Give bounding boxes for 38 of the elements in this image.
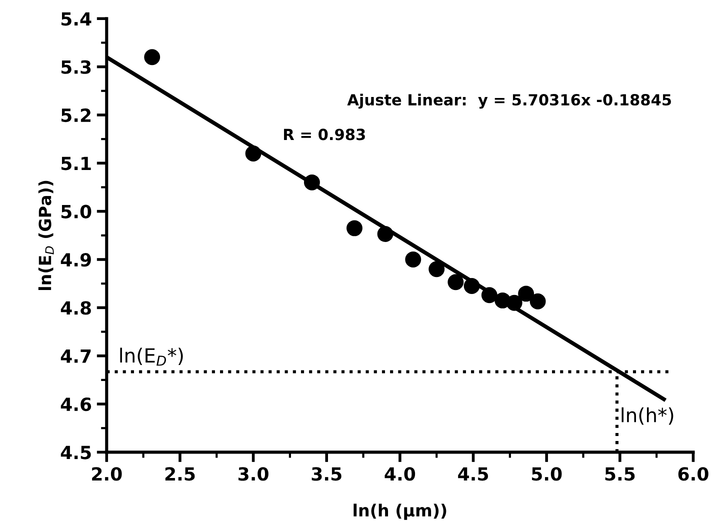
y-tick-label: 4.7 — [60, 350, 91, 363]
y-tick-label: 5.2 — [61, 108, 90, 122]
point — [448, 274, 464, 290]
ref-line-label: ln(E$_{D}$*) — [120, 348, 183, 366]
x-tick-label: 3.0 — [238, 467, 268, 481]
y-tick-label: 5.1 — [61, 156, 91, 170]
y-tick-label: 4.6 — [60, 398, 92, 412]
x-tick-label: 5.0 — [532, 467, 562, 481]
y-tick-label: 5.4 — [61, 12, 92, 26]
point — [530, 293, 546, 310]
y-axis-title: ln(E$_{D}$ (GPa)) — [38, 180, 54, 290]
point — [245, 146, 262, 162]
y-tick-label: 4.9 — [60, 252, 91, 267]
x-tick-label: 2.5 — [165, 467, 195, 481]
point — [518, 286, 534, 302]
y-tick-label: 5.3 — [61, 60, 91, 74]
point — [464, 278, 480, 294]
y-tick-label: 5.0 — [61, 204, 92, 218]
point — [481, 287, 498, 304]
x-tick-label: 5.5 — [605, 467, 635, 481]
point — [506, 294, 522, 311]
y-tick-label: 4.5 — [60, 446, 91, 460]
point — [346, 220, 362, 236]
x-tick-label: 4.5 — [458, 467, 488, 481]
x-tick-label: 3.5 — [312, 467, 342, 481]
x-tick-label: 6.0 — [678, 467, 708, 481]
point — [428, 261, 445, 278]
annotation: Ajuste Linear: y = 5.70316x -0.18845 — [347, 94, 671, 109]
annotation: R = 0.983 — [284, 128, 365, 140]
point — [377, 226, 394, 242]
x-tick-label: 4.0 — [384, 467, 416, 481]
x-tick-label: 2.0 — [92, 467, 122, 481]
point — [405, 252, 422, 268]
point — [144, 49, 160, 66]
point — [304, 174, 320, 190]
ref-line-label: ln(h*) — [622, 407, 674, 425]
x-axis-title: ln(h (µm)) — [354, 504, 446, 520]
y-tick-label: 4.8 — [60, 301, 91, 315]
